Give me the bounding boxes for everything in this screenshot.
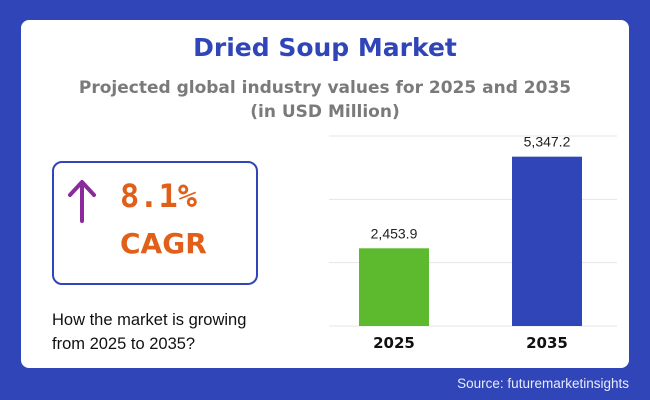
x-tick-label-2035: 2035 [526, 334, 568, 352]
bar-2025 [359, 248, 429, 326]
cagr-label: CAGR [120, 227, 207, 260]
data-label-2025: 2,453.9 [371, 225, 418, 241]
subtitle-line-1: Projected global industry values for 202… [78, 78, 572, 98]
cagr-value: 8.1% [120, 177, 198, 215]
data-label-2035: 5,347.2 [524, 134, 571, 150]
question-line-2: from 2025 to 2035? [52, 335, 196, 353]
source-text: Source: futuremarketinsights [457, 376, 629, 391]
arrow-up-icon [68, 180, 96, 223]
question-text: How the market is growing from 2025 to 2… [52, 308, 246, 356]
subtitle-line-2: (in USD Million) [250, 102, 400, 122]
bar-2035 [512, 156, 582, 326]
cagr-box: 8.1% CAGR [52, 161, 258, 285]
x-tick-label-2025: 2025 [373, 334, 415, 352]
question-line-1: How the market is growing [52, 311, 247, 329]
page-title: Dried Soup Market [193, 33, 457, 62]
subtitle: Projected global industry values for 202… [0, 76, 650, 124]
